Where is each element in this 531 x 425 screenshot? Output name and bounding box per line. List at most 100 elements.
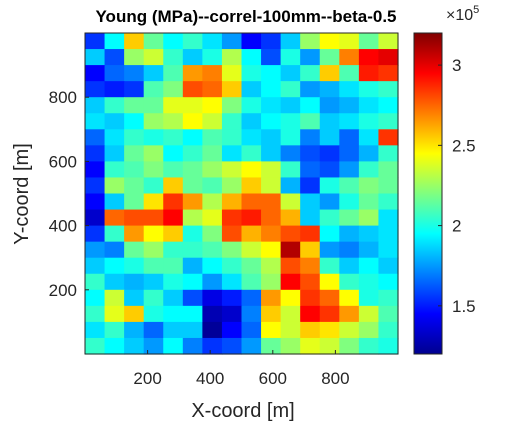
heatmap-cell	[359, 258, 379, 275]
heatmap-cell	[163, 65, 183, 82]
y-tick-label: 600	[49, 152, 77, 171]
heatmap-cell	[222, 274, 242, 291]
heatmap-cell	[300, 306, 320, 323]
heatmap-cell	[378, 210, 398, 227]
heatmap-cell	[359, 210, 379, 227]
heatmap-cell	[359, 338, 379, 355]
heatmap-cell	[183, 81, 203, 98]
heatmap-cell	[320, 81, 340, 98]
heatmap-cell	[359, 65, 379, 82]
heatmap-cell	[124, 258, 144, 275]
heatmap-cell	[202, 97, 222, 114]
x-tick-label: 600	[259, 369, 287, 388]
heatmap-cell	[320, 226, 340, 243]
heatmap-cell	[202, 81, 222, 98]
heatmap-cell	[202, 322, 222, 339]
heatmap-cell	[124, 33, 144, 50]
heatmap-cell	[163, 338, 183, 355]
heatmap-cell	[124, 322, 144, 339]
heatmap-cells	[85, 33, 399, 355]
heatmap-cell	[124, 81, 144, 98]
heatmap-cell	[320, 145, 340, 162]
heatmap-cell	[144, 129, 164, 146]
heatmap-cell	[222, 97, 242, 114]
heatmap-cell	[202, 242, 222, 259]
heatmap-cell	[242, 177, 262, 194]
heatmap-cell	[339, 274, 359, 291]
heatmap-cell	[144, 226, 164, 243]
heatmap-cell	[300, 65, 320, 82]
heatmap-cell	[163, 242, 183, 259]
heatmap-cell	[222, 322, 242, 339]
heatmap-cell	[85, 145, 105, 162]
heatmap-cell	[261, 242, 281, 259]
heatmap-cell	[105, 65, 125, 82]
y-axis-label: Y-coord [m]	[11, 143, 33, 245]
heatmap-cell	[183, 161, 203, 178]
colorbar-tick-label: 3	[452, 56, 461, 75]
heatmap-cell	[202, 65, 222, 82]
heatmap-cell	[242, 274, 262, 291]
heatmap-cell	[378, 129, 398, 146]
heatmap-cell	[300, 81, 320, 98]
heatmap-cell	[281, 306, 301, 323]
heatmap-cell	[183, 177, 203, 194]
heatmap-cell	[85, 242, 105, 259]
heatmap-cell	[320, 338, 340, 355]
heatmap-cell	[222, 161, 242, 178]
heatmap-cell	[339, 322, 359, 339]
heatmap-cell	[339, 129, 359, 146]
heatmap-cell	[105, 49, 125, 66]
heatmap-cell	[202, 161, 222, 178]
heatmap-cell	[320, 97, 340, 114]
heatmap-cell	[261, 210, 281, 227]
heatmap-cell	[242, 306, 262, 323]
heatmap-cell	[300, 194, 320, 211]
heatmap-cell	[300, 97, 320, 114]
heatmap-cell	[163, 145, 183, 162]
heatmap-cell	[378, 145, 398, 162]
heatmap-cell	[105, 258, 125, 275]
heatmap-cell	[300, 210, 320, 227]
heatmap-cell	[202, 274, 222, 291]
heatmap-cell	[339, 161, 359, 178]
heatmap-cell	[144, 97, 164, 114]
heatmap-cell	[300, 113, 320, 130]
heatmap-cell	[183, 226, 203, 243]
heatmap-cell	[222, 194, 242, 211]
heatmap-cell	[320, 194, 340, 211]
heatmap-cell	[378, 290, 398, 307]
heatmap-cell	[85, 113, 105, 130]
heatmap-cell	[242, 161, 262, 178]
heatmap-cell	[359, 306, 379, 323]
heatmap-cell	[359, 274, 379, 291]
heatmap-cell	[124, 226, 144, 243]
heatmap-cell	[105, 274, 125, 291]
heatmap-cell	[222, 65, 242, 82]
heatmap-cell	[105, 338, 125, 355]
heatmap-cell	[163, 97, 183, 114]
heatmap-cell	[320, 290, 340, 307]
heatmap-cell	[242, 113, 262, 130]
heatmap-cell	[242, 194, 262, 211]
heatmap-cell	[359, 113, 379, 130]
heatmap-cell	[163, 113, 183, 130]
heatmap-cell	[261, 97, 281, 114]
heatmap-cell	[202, 338, 222, 355]
heatmap-cell	[339, 306, 359, 323]
chart-title: Young (MPa)--correl-100mm--beta-0.5	[95, 7, 396, 26]
heatmap-cell	[105, 33, 125, 50]
heatmap-cell	[183, 210, 203, 227]
heatmap-cell	[144, 49, 164, 66]
heatmap-cell	[105, 210, 125, 227]
heatmap-cell	[320, 33, 340, 50]
heatmap-cell	[105, 113, 125, 130]
heatmap-cell	[339, 65, 359, 82]
heatmap-cell	[359, 97, 379, 114]
colorbar-tick-label: 2	[452, 217, 461, 236]
heatmap-cell	[222, 177, 242, 194]
heatmap-cell	[163, 210, 183, 227]
heatmap-cell	[222, 306, 242, 323]
heatmap-cell	[144, 338, 164, 355]
heatmap-cell	[320, 274, 340, 291]
